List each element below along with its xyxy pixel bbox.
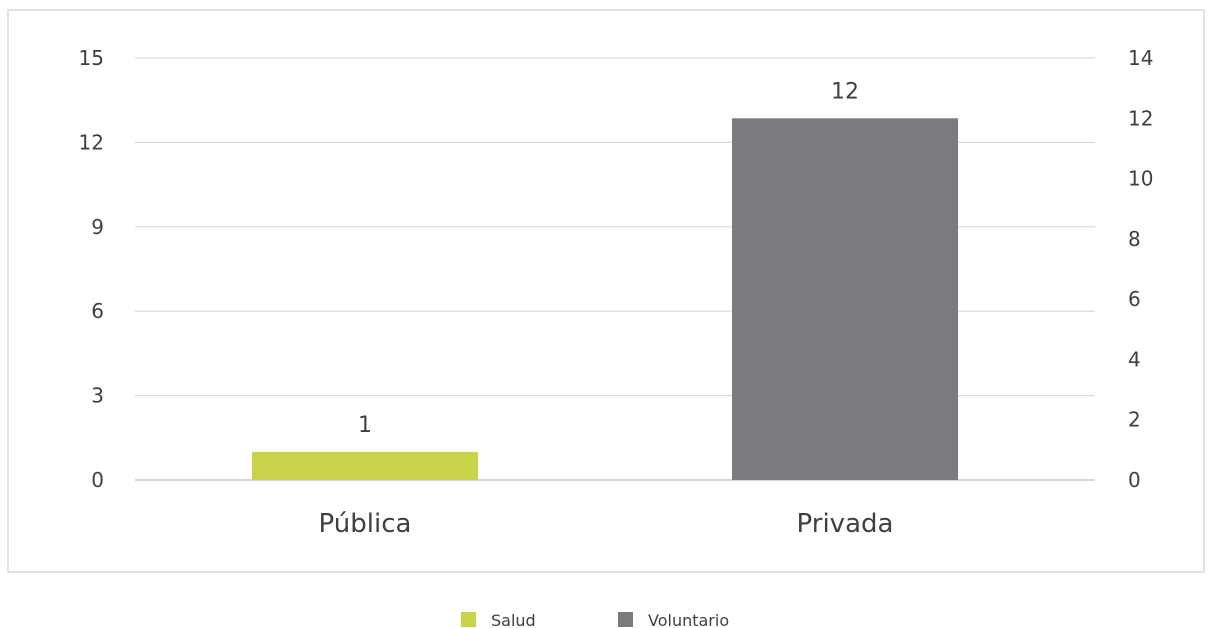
bars (252, 118, 958, 481)
right-axis-tick-label: 12 (1128, 106, 1153, 130)
legend-item-voluntario: Voluntario (618, 611, 729, 628)
right-axis: 0 2 4 6 8 10 12 14 (1128, 46, 1153, 492)
data-label: 12 (831, 79, 859, 104)
left-axis-tick-label: 15 (79, 46, 104, 70)
legend-item-salud: Salud (461, 611, 536, 628)
left-axis-tick-label: 12 (79, 130, 104, 154)
category-label: Pública (319, 509, 412, 539)
chart-border (7, 9, 1205, 573)
data-label: 1 (358, 413, 372, 438)
bar-voluntario (732, 118, 958, 481)
legend-label: Salud (491, 611, 536, 628)
legend-swatch (461, 612, 476, 627)
category-axis: Pública Privada (319, 509, 894, 539)
left-axis-tick-label: 9 (91, 215, 104, 239)
left-axis: 0 3 6 9 12 15 (79, 46, 104, 492)
right-axis-tick-label: 4 (1128, 347, 1141, 371)
right-axis-tick-label: 8 (1128, 227, 1141, 251)
legend-label: Voluntario (648, 611, 729, 628)
left-axis-tick-label: 3 (91, 384, 104, 408)
legend-swatch (618, 612, 633, 627)
data-labels: 1 12 (358, 79, 859, 438)
category-label: Privada (797, 509, 894, 539)
right-axis-tick-label: 0 (1128, 468, 1141, 492)
right-axis-tick-label: 10 (1128, 167, 1153, 191)
left-axis-tick-label: 0 (91, 468, 104, 492)
right-axis-tick-label: 14 (1128, 46, 1153, 70)
right-axis-tick-label: 2 (1128, 408, 1141, 432)
bar-salud (252, 451, 478, 480)
left-axis-tick-label: 6 (91, 299, 104, 323)
right-axis-tick-label: 6 (1128, 287, 1141, 311)
legend: Salud Voluntario (461, 611, 729, 628)
